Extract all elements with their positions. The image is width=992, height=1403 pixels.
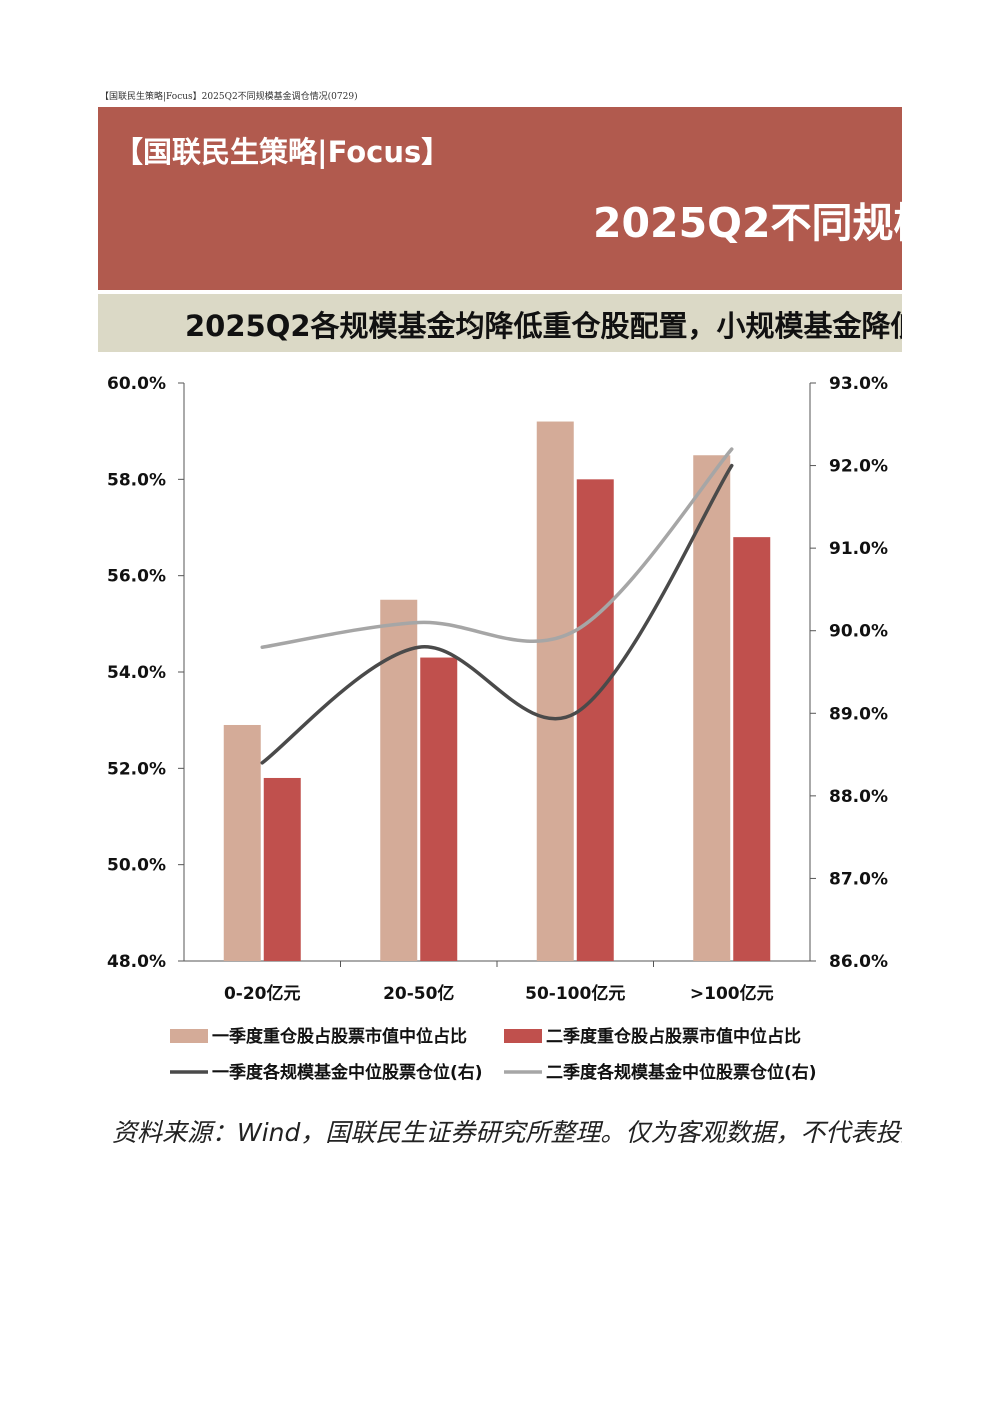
right-tick-label: 86.0% [829,952,888,972]
x-tick-label: 20-50亿 [383,983,454,1004]
right-tick-label: 90.0% [829,622,888,642]
brand-label: 【国联民生策略|Focus】 [114,135,451,169]
right-tick-label: 87.0% [829,869,888,889]
legend: 一季度重仓股占股票市值中位占比 二季度重仓股占股票市值中位占比一季度各规模基金中位… [170,1026,817,1083]
right-tick-label: 88.0% [829,787,888,807]
subtitle-bar: 2025Q2各规模基金均降低重仓股配置，小规模基金降低股票仓位 [98,294,902,352]
x-tick-label: >100亿元 [690,983,774,1004]
labels-layer: 48.0% 50.0% 52.0% 54.0% 56.0% 58.0% 60.0% 86.0%… [107,374,888,1004]
legend-label: 二季度各规模基金中位股票仓位(右) [546,1062,817,1083]
bar [733,537,771,961]
legend-label: 二季度重仓股占股票市值中位占比 [546,1026,801,1047]
source-text: 资料来源：Wind，国联民生证券研究所整理。仅为客观数据，不代表投资建议 [112,1118,902,1147]
legend-label: 一季度各规模基金中位股票仓位(右) [212,1062,483,1083]
chart: 48.0% 50.0% 52.0% 54.0% 56.0% 58.0% 60.0% 86.0%… [107,374,888,1083]
right-tick-label: 92.0% [829,457,888,477]
left-tick-label: 52.0% [107,759,166,779]
legend-swatch [170,1029,208,1043]
title-banner: 【国联民生策略|Focus】 2025Q2不同规模基金调仓情况 [98,107,902,290]
left-tick-label: 50.0% [107,856,166,876]
x-tick-label: 0-20亿元 [224,983,301,1004]
left-tick-label: 48.0% [107,952,166,972]
series-line [260,447,734,649]
lines-layer [260,447,734,765]
bar [223,724,261,961]
bar [420,657,458,961]
left-tick-label: 60.0% [107,374,166,394]
legend-swatch [504,1029,542,1043]
source-note: 资料来源：Wind，国联民生证券研究所整理。仅为客观数据，不代表投资建议 [98,1113,902,1149]
x-tick-label: 50-100亿元 [525,983,625,1004]
bars-layer [223,421,771,961]
left-tick-label: 56.0% [107,567,166,587]
right-tick-label: 91.0% [829,539,888,559]
right-tick-label: 89.0% [829,704,888,724]
bar [576,479,614,961]
chart-subtitle: 2025Q2各规模基金均降低重仓股配置，小规模基金降低股票仓位 [185,309,902,343]
headline: 2025Q2不同规模基金调仓情况 [593,199,902,247]
series-line [260,463,734,765]
left-tick-label: 58.0% [107,470,166,490]
left-tick-label: 54.0% [107,663,166,683]
bar [536,421,574,961]
document-header: 【国联民生策略|Focus】2025Q2不同规模基金调仓情况(0729) [100,92,358,102]
right-tick-label: 93.0% [829,374,888,394]
bar [263,777,301,961]
bar [693,455,731,961]
legend-label: 一季度重仓股占股票市值中位占比 [212,1026,467,1047]
